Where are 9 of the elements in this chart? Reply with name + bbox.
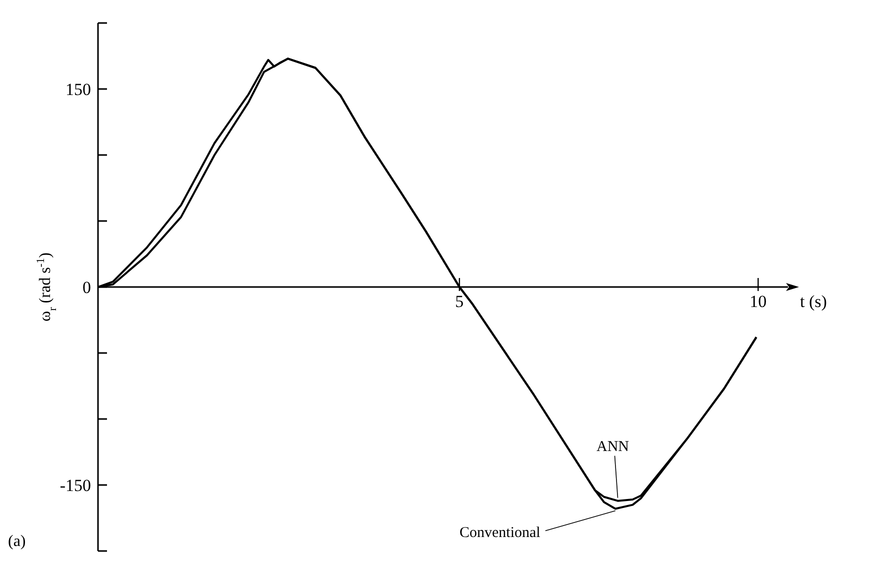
- series-label: ANN: [596, 438, 630, 455]
- x-axis-title: t (s): [800, 292, 827, 312]
- y-tick-label: -150: [60, 476, 91, 496]
- y-tick-label: 0: [82, 278, 91, 298]
- text: (a): [8, 533, 26, 551]
- y-tick-label: 150: [66, 80, 91, 100]
- text: Conventional: [460, 524, 540, 541]
- x-tick-label: 10: [750, 292, 767, 311]
- x-tick-label: 5: [455, 292, 464, 311]
